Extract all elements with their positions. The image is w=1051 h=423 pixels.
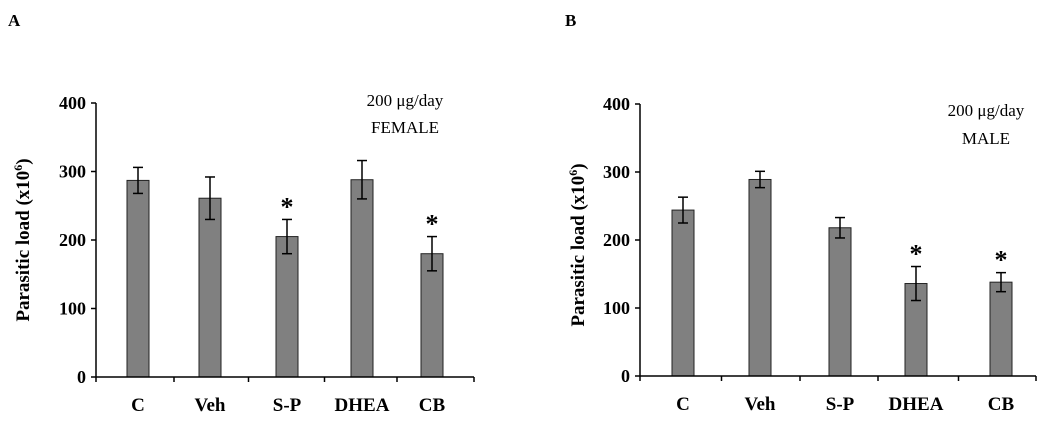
y-tick-label: 200 [59, 230, 86, 250]
significance-star: * [426, 210, 439, 239]
y-tick-label: 300 [603, 162, 630, 182]
x-tick-label: CB [419, 395, 446, 416]
x-tick-label: S-P [273, 395, 302, 416]
y-axis-label: Parasitic load (x106) [11, 158, 34, 321]
panel-letter: A [8, 11, 21, 30]
y-tick-label: 400 [603, 94, 630, 114]
bar-cb [989, 281, 1013, 377]
x-tick-label: Veh [745, 394, 776, 415]
y-tick-label: 400 [59, 93, 86, 113]
x-tick-label: CB [988, 394, 1015, 415]
bar-c [671, 209, 695, 377]
group-annotation: FEMALE [371, 118, 439, 137]
dose-annotation: 200 μg/day [367, 91, 444, 110]
y-tick-label: 0 [77, 367, 86, 387]
bar-veh [198, 197, 222, 378]
y-tick-label: 300 [59, 162, 86, 182]
x-tick-label: Veh [195, 395, 226, 416]
y-tick-label: 100 [59, 299, 86, 319]
panel-b: B C Veh S-P * DHEA * CB 0 100 200 300 400 Parasitic l… [565, 11, 1037, 415]
panel-letter: B [565, 11, 576, 30]
bar-veh [748, 178, 772, 377]
x-tick-label: C [131, 395, 145, 416]
y-tick-label: 0 [621, 366, 630, 386]
significance-star: * [995, 246, 1008, 275]
significance-star: * [281, 192, 294, 221]
dose-annotation: 200 μg/day [948, 101, 1025, 120]
x-tick-label: DHEA [889, 394, 944, 415]
y-tick-label: 200 [603, 230, 630, 250]
y-axis-label: Parasitic load (x106) [566, 163, 589, 326]
x-tick-label: C [676, 394, 690, 415]
bar-c [126, 179, 150, 378]
bar-cb [420, 253, 444, 378]
x-tick-label: S-P [826, 394, 855, 415]
bar-dhea [350, 179, 374, 378]
bar-s-p [828, 227, 852, 377]
x-tick-label: DHEA [335, 395, 390, 416]
y-tick-label: 100 [603, 298, 630, 318]
significance-star: * [910, 240, 923, 269]
panel-a: A C Veh * S-P DHEA * CB 0 100 200 300 400 Parasitic l… [8, 11, 475, 416]
bar-s-p [275, 236, 299, 378]
group-annotation: MALE [962, 129, 1010, 148]
